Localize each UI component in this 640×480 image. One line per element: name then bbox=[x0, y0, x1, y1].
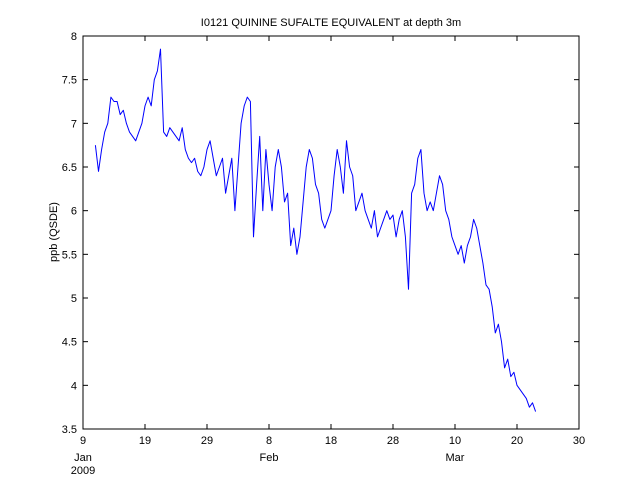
y-tick-label: 4.5 bbox=[62, 337, 77, 349]
y-tick-label: 3.5 bbox=[62, 424, 77, 436]
year-label: 2009 bbox=[71, 465, 95, 477]
y-tick-label: 5.5 bbox=[62, 249, 77, 261]
y-tick-label: 4 bbox=[71, 380, 77, 392]
x-tick-label: 29 bbox=[201, 435, 213, 447]
y-tick-label: 5 bbox=[71, 293, 77, 305]
y-tick-label: 7 bbox=[71, 118, 77, 130]
chart-title: I0121 QUININE SUFALTE EQUIVALENT at dept… bbox=[201, 17, 461, 29]
y-tick-label: 6 bbox=[71, 206, 77, 218]
data-line bbox=[94, 48, 537, 412]
y-tick-label: 6.5 bbox=[62, 162, 77, 174]
month-label: Mar bbox=[446, 452, 465, 464]
x-tick-label: 8 bbox=[266, 435, 272, 447]
x-tick-label: 28 bbox=[387, 435, 399, 447]
x-tick-label: 30 bbox=[573, 435, 585, 447]
month-label: Jan bbox=[74, 452, 92, 464]
y-axis-label: ppb (QSDE) bbox=[48, 202, 60, 262]
month-label: Feb bbox=[260, 452, 279, 464]
x-tick-label: 20 bbox=[511, 435, 523, 447]
x-tick-label: 19 bbox=[139, 435, 151, 447]
x-tick-label: 18 bbox=[325, 435, 337, 447]
x-tick-label: 9 bbox=[80, 435, 86, 447]
plot-frame bbox=[82, 35, 580, 430]
y-tick-label: 8 bbox=[71, 31, 77, 43]
x-tick-label: 10 bbox=[449, 435, 461, 447]
y-tick-label: 7.5 bbox=[62, 75, 77, 87]
